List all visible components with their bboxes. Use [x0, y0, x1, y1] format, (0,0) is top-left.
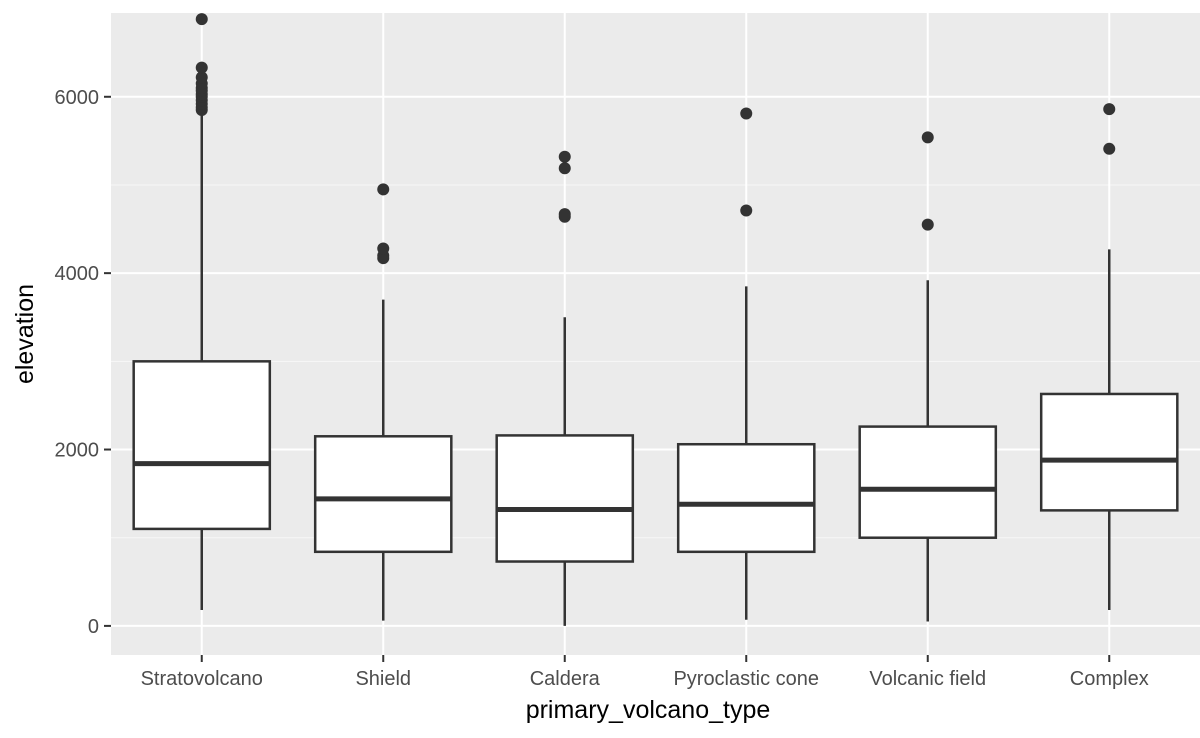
y-axis-title: elevation — [11, 284, 39, 384]
outlier-point — [377, 183, 390, 196]
outlier-point — [195, 61, 208, 74]
x-tick-label: Shield — [355, 668, 411, 690]
outlier-point — [558, 150, 571, 163]
outlier-point — [558, 208, 571, 221]
boxes — [132, 13, 1179, 626]
x-axis-title: primary_volcano_type — [526, 696, 771, 724]
outlier-point — [921, 218, 934, 231]
box-volcanic-field — [858, 131, 998, 622]
outlier-point — [740, 107, 753, 120]
outlier-point — [740, 204, 753, 217]
outlier-point — [1103, 142, 1116, 155]
x-tick-label: Volcanic field — [869, 668, 986, 690]
box-iqr — [676, 442, 816, 554]
outlier-point — [195, 13, 208, 26]
outlier-point — [558, 162, 571, 175]
box-shield — [313, 183, 453, 621]
box-iqr — [858, 425, 998, 539]
box-iqr — [132, 360, 272, 531]
panel-background — [111, 13, 1200, 655]
x-tick-label: Complex — [1070, 668, 1149, 690]
grid-minor — [111, 184, 1200, 539]
x-tick-label: Pyroclastic cone — [673, 668, 819, 690]
box-caldera — [495, 150, 635, 626]
y-tick-label: 6000 — [55, 87, 100, 109]
y-tick-label: 4000 — [55, 263, 100, 285]
outlier-point — [377, 242, 390, 255]
y-axis: 0 2000 4000 6000 — [55, 87, 111, 638]
box-iqr — [495, 434, 635, 563]
x-axis: Stratovolcano Shield Caldera Pyroclastic co… — [141, 655, 1149, 690]
box-iqr — [1039, 392, 1179, 512]
outlier-point — [921, 131, 934, 144]
box-complex — [1039, 103, 1179, 611]
box-iqr — [313, 435, 453, 554]
y-tick-label: 0 — [88, 616, 99, 638]
y-tick-label: 2000 — [55, 440, 100, 462]
outlier-point — [1103, 103, 1116, 116]
box-pyroclastic-cone — [676, 107, 816, 620]
x-tick-label: Stratovolcano — [141, 668, 263, 690]
outlier-point — [195, 71, 208, 84]
x-tick-label: Caldera — [530, 668, 601, 690]
box-stratovolcano — [132, 13, 272, 611]
